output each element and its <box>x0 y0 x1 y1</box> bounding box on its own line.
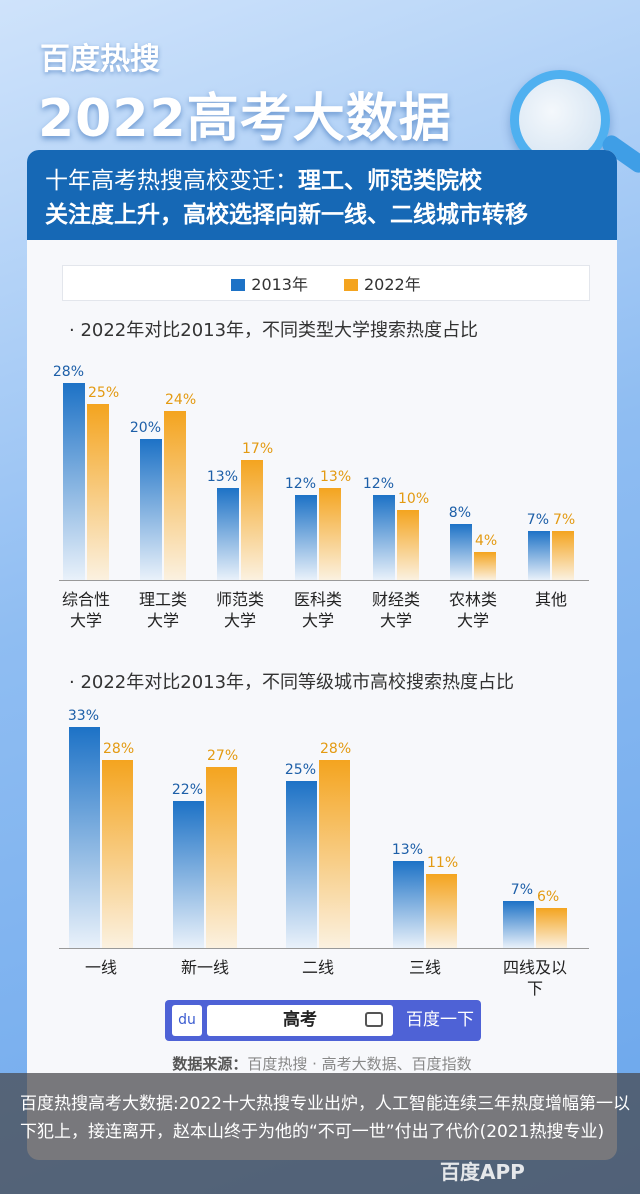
category-label: 二线 <box>301 958 334 977</box>
bar-2022年 <box>206 767 237 948</box>
category-label: 医科类 大学 <box>293 590 342 630</box>
value-label: 28% <box>103 741 135 758</box>
legend-label: 2013年 <box>251 275 308 294</box>
category-label: 四线及以下 <box>502 958 567 998</box>
value-label: 33% <box>67 707 99 724</box>
category-label: 综合性 大学 <box>61 590 110 630</box>
chart2-title: · 2022年对比2013年，不同等级城市高校搜索热度占比 <box>69 672 515 693</box>
bar-2022年 <box>319 760 350 948</box>
bar-2013年 <box>217 488 239 580</box>
bar-2013年 <box>450 523 472 580</box>
value-label: 13% <box>206 469 238 486</box>
legend-item-2013: 2013年 <box>231 271 308 295</box>
search-button[interactable]: 百度一下 <box>406 1010 474 1030</box>
value-label: 28% <box>52 363 84 380</box>
value-label: 13% <box>320 469 352 486</box>
value-label: 11% <box>427 855 459 872</box>
value-label: 25% <box>88 384 120 401</box>
value-label: 12% <box>284 476 316 493</box>
bar-2022年 <box>536 907 567 948</box>
value-label: 7% <box>510 882 533 899</box>
value-label: 4% <box>475 532 498 549</box>
caption-text: 百度热搜高考大数据:2022十大热搜专业出炉，人工智能连续三年热度增幅第一以下犯… <box>20 1094 630 1142</box>
x-axis <box>59 580 589 581</box>
value-label: 7% <box>526 511 549 528</box>
bar-2013年 <box>503 901 534 948</box>
brand-title: 百度热搜 <box>40 42 160 77</box>
bar-2022年 <box>474 551 496 580</box>
category-label: 理工类 大学 <box>138 590 187 630</box>
bar-2013年 <box>295 495 317 580</box>
category-label: 师范类 大学 <box>215 590 264 630</box>
category-label: 三线 <box>408 958 441 977</box>
bar-2022年 <box>319 488 341 580</box>
bar-2022年 <box>426 874 457 948</box>
value-label: 27% <box>207 748 239 765</box>
bar-2022年 <box>397 509 419 580</box>
bar-2013年 <box>393 860 424 948</box>
legend: 2013年 2022年 <box>62 265 590 301</box>
bar-2022年 <box>552 530 574 580</box>
bar-2013年 <box>173 800 204 948</box>
infographic-card: 十年高考热搜高校变迁：理工、师范类院校 关注度上升，高校选择向新一线、二线城市转… <box>27 150 617 1160</box>
bar-2013年 <box>528 530 550 580</box>
baidu-paw-logo: du <box>172 1005 202 1036</box>
value-label: 24% <box>165 391 197 408</box>
search-query: 高考 <box>283 1010 317 1030</box>
bar-2013年 <box>286 780 317 948</box>
legend-label: 2022年 <box>364 275 421 294</box>
bar-2013年 <box>69 726 100 948</box>
value-label: 25% <box>284 761 316 778</box>
value-label: 28% <box>320 741 352 758</box>
value-label: 17% <box>242 441 274 458</box>
legend-item-2022: 2022年 <box>344 271 421 295</box>
caption-overlay <box>0 1073 640 1194</box>
headline: 十年高考热搜高校变迁：理工、师范类院校 关注度上升，高校选择向新一线、二线城市转… <box>27 150 617 240</box>
baidu-search-bar: du 高考 百度一下 <box>165 1000 481 1041</box>
value-label: 22% <box>171 781 203 798</box>
bar-2022年 <box>87 403 109 580</box>
baidu-app-watermark: 百度APP <box>440 1160 525 1184</box>
headline-part1: 十年高考热搜高校变迁： <box>45 168 298 194</box>
category-label: 一线 <box>84 958 117 977</box>
category-label: 财经类 大学 <box>371 590 420 630</box>
x-axis <box>59 948 589 949</box>
value-label: 12% <box>362 476 394 493</box>
value-label: 20% <box>129 420 161 436</box>
chart1-title: · 2022年对比2013年，不同类型大学搜索热度占比 <box>69 320 479 341</box>
bar-2013年 <box>63 382 85 580</box>
main-title: 2022高考大数据 <box>38 89 452 149</box>
data-source: 数据来源：百度热搜 · 高考大数据、百度指数 <box>27 1053 617 1074</box>
bar-2013年 <box>373 495 395 580</box>
category-label: 新一线 <box>180 958 229 977</box>
headline-line2: 关注度上升，高校选择向新一线、二线城市转移 <box>45 202 528 228</box>
source-text: 百度热搜 · 高考大数据、百度指数 <box>247 1055 472 1073</box>
bar-2013年 <box>140 439 162 580</box>
legend-swatch-2022 <box>344 279 358 291</box>
source-label: 数据来源： <box>172 1055 248 1073</box>
bar-2022年 <box>164 410 186 580</box>
bar-2022年 <box>102 760 133 948</box>
value-label: 8% <box>448 504 471 521</box>
category-label: 其他 <box>534 590 567 609</box>
legend-swatch-2013 <box>231 279 246 291</box>
value-label: 7% <box>553 511 576 528</box>
headline-part2: 理工、师范类院校 <box>298 168 482 194</box>
category-label: 农林类 大学 <box>448 590 497 630</box>
camera-icon[interactable] <box>365 1012 383 1027</box>
value-label: 6% <box>537 888 560 905</box>
value-label: 10% <box>398 490 430 507</box>
bar-2022年 <box>241 460 263 580</box>
value-label: 13% <box>391 841 423 858</box>
search-input[interactable]: 高考 <box>207 1005 393 1036</box>
